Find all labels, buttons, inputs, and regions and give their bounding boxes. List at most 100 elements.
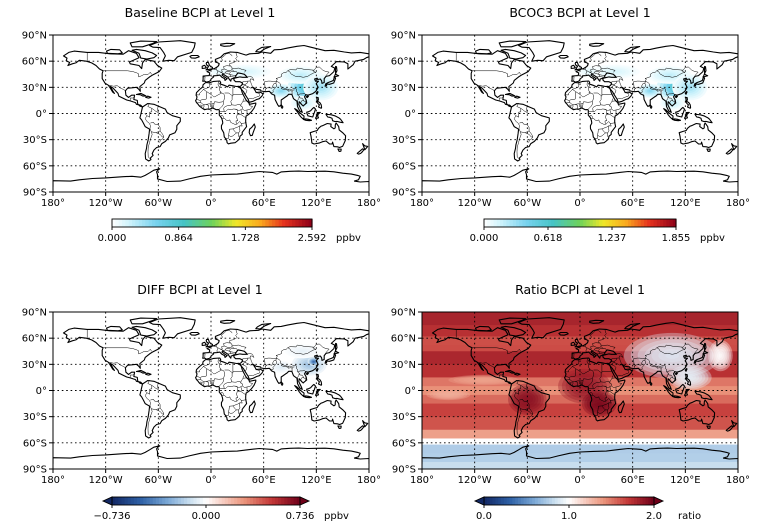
colorbar-segment — [218, 219, 223, 227]
colorbar-segment — [634, 497, 638, 505]
country-border — [242, 364, 248, 372]
colorbar-segment — [570, 219, 575, 227]
colorbar-segment — [493, 219, 498, 227]
colorbar-segment — [215, 497, 220, 505]
ratio-region — [630, 336, 714, 376]
coastline — [315, 90, 319, 95]
y-tick-label: 30°N — [22, 360, 47, 371]
country-border — [217, 81, 222, 94]
country-border — [211, 380, 213, 386]
country-border — [269, 83, 277, 93]
country-border — [199, 104, 203, 107]
country-border — [600, 381, 611, 384]
country-border — [589, 348, 593, 351]
country-border — [241, 84, 246, 89]
colorbar-segment — [628, 219, 632, 227]
country-border — [223, 342, 233, 349]
coastline — [431, 50, 532, 108]
colorbar-segment — [255, 219, 260, 227]
coastline — [201, 341, 207, 347]
country-border — [645, 357, 666, 367]
coastline — [703, 342, 707, 351]
country-border — [606, 114, 615, 118]
colorbar-segment — [302, 219, 306, 227]
colorbar-segment — [543, 497, 547, 505]
y-tick-label: 90°S — [23, 465, 47, 476]
colorbar-segment — [265, 497, 270, 505]
colorbar-segment — [640, 219, 645, 227]
country-border — [199, 381, 203, 384]
colorbar-segment — [589, 219, 594, 227]
colorbar-segment — [275, 219, 280, 227]
colorbar-segment — [586, 219, 591, 227]
country-border — [219, 379, 224, 387]
colorbar-segment — [284, 497, 289, 505]
coastline — [131, 325, 158, 337]
country-border — [233, 353, 235, 356]
colorbar-segment — [199, 497, 204, 505]
colorbar-segment — [663, 219, 667, 227]
colorbar-frame — [111, 218, 313, 228]
concentration-contour — [611, 70, 619, 73]
coastline — [702, 73, 709, 78]
y-tick-label: 30°S — [392, 135, 416, 146]
coastline — [316, 96, 323, 109]
country-border — [247, 353, 255, 358]
ratio-region — [463, 377, 504, 384]
country-border — [614, 85, 623, 89]
coastline — [706, 148, 711, 153]
ratio-region — [715, 348, 726, 363]
country-border — [604, 329, 607, 339]
coastline — [356, 425, 365, 432]
colorbar-segment — [192, 219, 196, 227]
coastline — [129, 317, 158, 325]
colorbar-segment — [232, 219, 236, 227]
country-border — [649, 364, 658, 368]
colorbar-segment — [249, 497, 254, 505]
country-border — [231, 381, 242, 384]
country-border — [590, 385, 608, 402]
country-border — [570, 91, 594, 107]
country-border — [588, 102, 593, 110]
coastline — [337, 425, 342, 430]
coastline — [504, 92, 516, 97]
colorbar-segment — [596, 219, 600, 227]
colorbar-segment — [133, 497, 138, 505]
country-border — [634, 81, 646, 90]
colorbar-segment — [165, 219, 170, 227]
country-border — [159, 130, 165, 138]
colorbar-segment — [168, 219, 173, 227]
colorbar-segment — [537, 497, 542, 505]
colorbar-segment — [171, 497, 176, 505]
country-border — [200, 383, 202, 385]
colorbar-segment — [486, 497, 491, 505]
colorbar-segment — [532, 497, 536, 505]
map-area: 180° 120°W 60°W 0° 60°E 120°E 180° 90°N 60°N 30°N… — [22, 308, 381, 487]
x-tick-label: 60°W — [514, 475, 542, 486]
colorbar-segment — [522, 219, 527, 227]
coastline — [315, 367, 319, 372]
country-border — [221, 394, 223, 396]
country-border — [589, 115, 593, 118]
country-border — [604, 52, 607, 62]
country-border — [575, 104, 579, 110]
country-border — [598, 338, 605, 344]
colorbar-segment — [215, 219, 220, 227]
colorbar-segment — [185, 219, 190, 227]
x-tick-label: 120°E — [670, 475, 700, 486]
country-border — [217, 66, 225, 73]
colorbar-segment — [222, 219, 226, 227]
concentration-contour — [242, 70, 250, 73]
country-border — [230, 74, 236, 76]
country-border — [602, 76, 604, 79]
country-border — [598, 71, 604, 75]
ratio-band — [422, 394, 738, 405]
country-border — [287, 69, 317, 78]
chart-title: Baseline BCPI at Level 1 — [125, 5, 276, 20]
y-tick-label: 90°N — [391, 308, 416, 319]
colorbar-segment — [518, 497, 522, 505]
country-border — [200, 106, 202, 108]
country-border — [516, 131, 522, 160]
concentration-contour — [670, 102, 674, 105]
